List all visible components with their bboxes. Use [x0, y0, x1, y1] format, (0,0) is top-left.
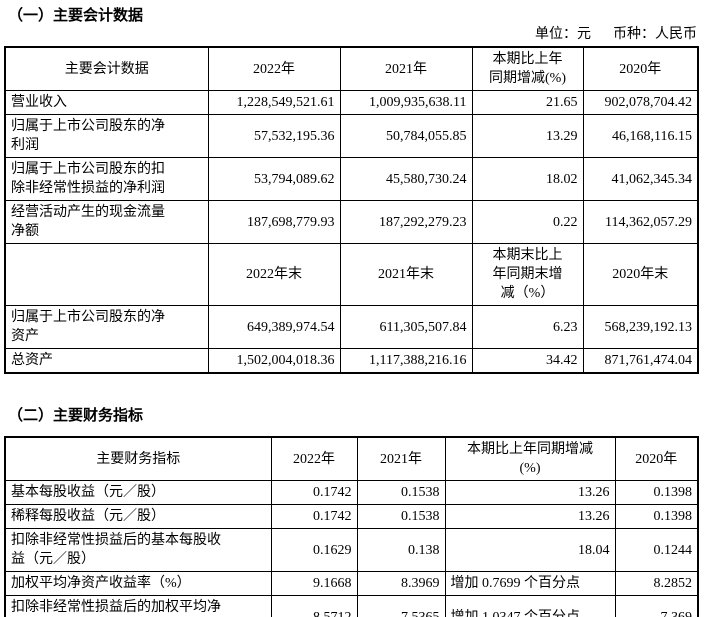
cell-label: 归属于上市公司股东的净 利润 [4, 114, 209, 158]
cell-2020: 114,362,057.29 [582, 200, 699, 244]
header-cell-label: 主要财务指标 [4, 436, 272, 481]
cell-change: 增加 1.0347 个百分点 [444, 595, 616, 617]
table-row: 扣除非经常性损益后的基本每股收 益（元／股） 0.1629 0.138 18.0… [4, 528, 699, 572]
cell-2020: 871,761,474.04 [582, 348, 699, 374]
table-row: 归属于上市公司股东的净 利润 57,532,195.36 50,784,055.… [4, 114, 699, 158]
cell-label: 稀释每股收益（元／股） [4, 504, 272, 529]
cell-2021: 187,292,279.23 [339, 200, 473, 244]
cell-2021: 1,117,388,216.16 [339, 348, 473, 374]
header-cell-2021: 2021年 [339, 46, 473, 91]
cell-change: 21.65 [471, 90, 584, 115]
table-row: 归属于上市公司股东的扣 除非经常性损益的净利润 53,794,089.62 45… [4, 157, 699, 201]
cell-2022: 0.1629 [270, 528, 358, 572]
header-cell-2022: 2022年 [207, 46, 341, 91]
cell-change: 13.29 [471, 114, 584, 158]
cell-2020: 0.1398 [614, 504, 699, 529]
cell-2021: 8.3969 [356, 571, 446, 596]
cell-label: 基本每股收益（元／股） [4, 480, 272, 505]
header-cell-empty [4, 243, 209, 306]
report-page: （一）主要会计数据 单位：元 币种：人民币 主要会计数据 2022年 2021年 … [0, 6, 706, 617]
header-cell-change: 本期比上年 同期增减(%) [471, 46, 584, 91]
header-cell-2020: 2020年 [614, 436, 699, 481]
table-subheader-row: 2022年末 2021年末 本期末比上 年同期末增 减（%） 2020年末 [4, 243, 699, 306]
cell-2022: 0.1742 [270, 480, 358, 505]
table-row: 总资产 1,502,004,018.36 1,117,388,216.16 34… [4, 348, 699, 374]
section1-title: （一）主要会计数据 [8, 8, 144, 24]
cell-2021: 50,784,055.85 [339, 114, 473, 158]
table-row: 基本每股收益（元／股） 0.1742 0.1538 13.26 0.1398 [4, 480, 699, 505]
cell-label: 扣除非经常性损益后的基本每股收 益（元／股） [4, 528, 272, 572]
cell-change: 0.22 [471, 200, 584, 244]
cell-change: 13.26 [444, 480, 616, 505]
cell-2020: 8.2852 [614, 571, 699, 596]
header-cell-2022: 2022年 [270, 436, 358, 481]
cell-2021: 45,580,730.24 [339, 157, 473, 201]
cell-2020: 7.369 [614, 595, 699, 617]
cell-change: 13.26 [444, 504, 616, 529]
header-cell-2020: 2020年 [582, 46, 699, 91]
table-header-row: 主要财务指标 2022年 2021年 本期比上年同期增减 (%) 2020年 [4, 436, 699, 481]
cell-label: 经营活动产生的现金流量 净额 [4, 200, 209, 244]
table-row: 稀释每股收益（元／股） 0.1742 0.1538 13.26 0.1398 [4, 504, 699, 529]
cell-label: 总资产 [4, 348, 209, 374]
table-row: 加权平均净资产收益率（%） 9.1668 8.3969 增加 0.7699 个百… [4, 571, 699, 596]
cell-2022: 649,389,974.54 [207, 305, 341, 349]
currency-label: 币种：人民币 [613, 27, 697, 42]
accounting-data-table: 主要会计数据 2022年 2021年 本期比上年 同期增减(%) 2020年 营… [4, 46, 699, 374]
table-row: 经营活动产生的现金流量 净额 187,698,779.93 187,292,27… [4, 200, 699, 244]
table-row: 扣除非经常性损益后的加权平均净 资产收益率（%） 8.5712 7.5365 增… [4, 595, 699, 617]
cell-2020: 41,062,345.34 [582, 157, 699, 201]
table-row: 营业收入 1,228,549,521.61 1,009,935,638.11 2… [4, 90, 699, 115]
cell-2022: 1,228,549,521.61 [207, 90, 341, 115]
cell-2022: 0.1742 [270, 504, 358, 529]
header-cell-2022-end: 2022年末 [207, 243, 341, 306]
cell-2021: 7.5365 [356, 595, 446, 617]
cell-2020: 902,078,704.42 [582, 90, 699, 115]
cell-2022: 8.5712 [270, 595, 358, 617]
cell-label: 扣除非经常性损益后的加权平均净 资产收益率（%） [4, 595, 272, 617]
cell-change: 18.04 [444, 528, 616, 572]
cell-2022: 1,502,004,018.36 [207, 348, 341, 374]
cell-2021: 1,009,935,638.11 [339, 90, 473, 115]
unit-note: 单位：元 币种：人民币 [0, 26, 706, 44]
cell-label: 归属于上市公司股东的净 资产 [4, 305, 209, 349]
cell-2020: 0.1244 [614, 528, 699, 572]
section2-title: （二）主要财务指标 [8, 408, 144, 424]
cell-change: 34.42 [471, 348, 584, 374]
table-header-row: 主要会计数据 2022年 2021年 本期比上年 同期增减(%) 2020年 [4, 46, 699, 91]
cell-2020: 0.1398 [614, 480, 699, 505]
cell-2022: 187,698,779.93 [207, 200, 341, 244]
cell-2022: 53,794,089.62 [207, 157, 341, 201]
cell-2020: 46,168,116.15 [582, 114, 699, 158]
cell-label: 加权平均净资产收益率（%） [4, 571, 272, 596]
header-cell-change-end: 本期末比上 年同期末增 减（%） [471, 243, 584, 306]
cell-change: 增加 0.7699 个百分点 [444, 571, 616, 596]
cell-2020: 568,239,192.13 [582, 305, 699, 349]
cell-2021: 0.138 [356, 528, 446, 572]
cell-change: 18.02 [471, 157, 584, 201]
header-cell-change: 本期比上年同期增减 (%) [444, 436, 616, 481]
cell-2021: 611,305,507.84 [339, 305, 473, 349]
header-cell-label: 主要会计数据 [4, 46, 209, 91]
unit-label: 单位：元 [535, 27, 591, 42]
financial-indicators-table: 主要财务指标 2022年 2021年 本期比上年同期增减 (%) 2020年 基… [4, 436, 699, 617]
cell-2021: 0.1538 [356, 504, 446, 529]
cell-2022: 57,532,195.36 [207, 114, 341, 158]
cell-label: 归属于上市公司股东的扣 除非经常性损益的净利润 [4, 157, 209, 201]
table-row: 归属于上市公司股东的净 资产 649,389,974.54 611,305,50… [4, 305, 699, 349]
cell-label: 营业收入 [4, 90, 209, 115]
cell-2022: 9.1668 [270, 571, 358, 596]
header-cell-2021-end: 2021年末 [339, 243, 473, 306]
header-cell-2021: 2021年 [356, 436, 446, 481]
cell-2021: 0.1538 [356, 480, 446, 505]
cell-change: 6.23 [471, 305, 584, 349]
header-cell-2020-end: 2020年末 [582, 243, 699, 306]
